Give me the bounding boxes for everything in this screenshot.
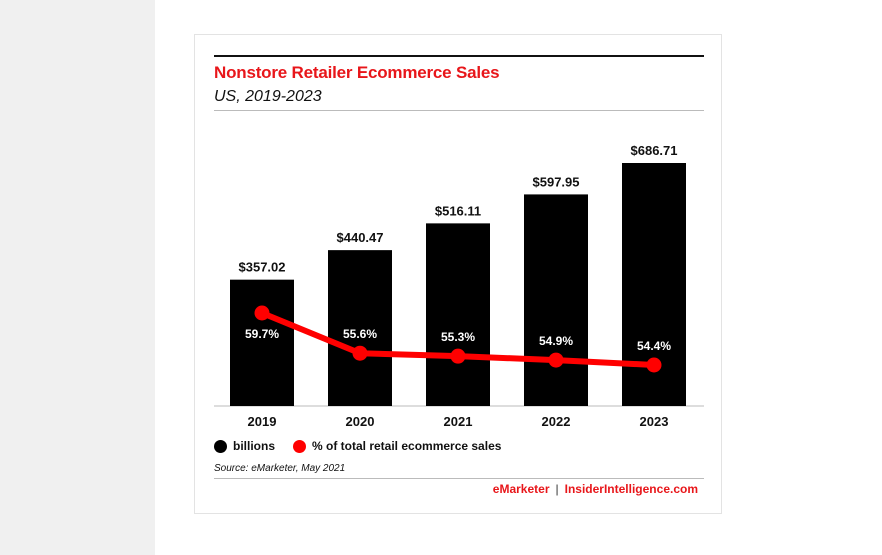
- point-label-percent-2019: 59.7%: [245, 327, 279, 341]
- chart-subtitle: US, 2019-2023: [214, 88, 322, 105]
- brand-emarketer: eMarketer: [492, 482, 550, 496]
- bar-2019: [230, 279, 294, 406]
- x-tick-label-2021: 2021: [444, 414, 473, 429]
- bar-value-label-2019: $357.02: [239, 260, 286, 275]
- point-percent-2023: [646, 357, 662, 373]
- x-tick-label-2020: 2020: [346, 414, 375, 429]
- legend-swatch-billions: [214, 439, 227, 453]
- bar-value-label-2023: $686.71: [631, 143, 678, 158]
- point-percent-2020: [352, 345, 368, 361]
- bar-2020: [328, 250, 392, 406]
- bar-2022: [524, 194, 588, 406]
- brand-footer: eMarketer | InsiderIntelligence.com: [493, 482, 698, 496]
- chart-title: Nonstore Retailer Ecommerce Sales: [214, 63, 500, 82]
- subtitle-rule: [214, 110, 704, 111]
- brand-separator: |: [555, 482, 559, 496]
- x-tick-label-2019: 2019: [248, 414, 277, 429]
- footer-rule: [214, 478, 704, 479]
- bar-2021: [426, 223, 490, 406]
- point-label-percent-2020: 55.6%: [343, 327, 377, 341]
- legend-label-percent: % of total retail ecommerce sales: [312, 439, 502, 453]
- point-percent-2021: [450, 348, 466, 364]
- point-label-percent-2023: 54.4%: [637, 339, 671, 353]
- point-label-percent-2021: 55.3%: [441, 330, 475, 344]
- point-percent-2022: [548, 352, 564, 368]
- bar-value-label-2020: $440.47: [337, 230, 384, 245]
- point-percent-2019: [254, 305, 270, 321]
- legend-swatch-percent: [293, 439, 306, 453]
- legend-item-billions: billions: [214, 439, 275, 453]
- brand-insider-link[interactable]: InsiderIntelligence.com: [564, 482, 698, 496]
- page-left-gutter: [0, 0, 155, 555]
- top-rule: [214, 55, 704, 57]
- bar-value-label-2022: $597.95: [533, 174, 580, 189]
- bar-value-label-2021: $516.11: [435, 203, 481, 218]
- legend-item-percent: % of total retail ecommerce sales: [293, 439, 501, 453]
- chart-source: Source: eMarketer, May 2021: [214, 463, 346, 474]
- legend-label-billions: billions: [233, 439, 275, 453]
- legend: billions % of total retail ecommerce sal…: [214, 438, 519, 454]
- point-label-percent-2022: 54.9%: [539, 334, 573, 348]
- x-tick-label-2022: 2022: [542, 414, 571, 429]
- x-tick-label-2023: 2023: [640, 414, 669, 429]
